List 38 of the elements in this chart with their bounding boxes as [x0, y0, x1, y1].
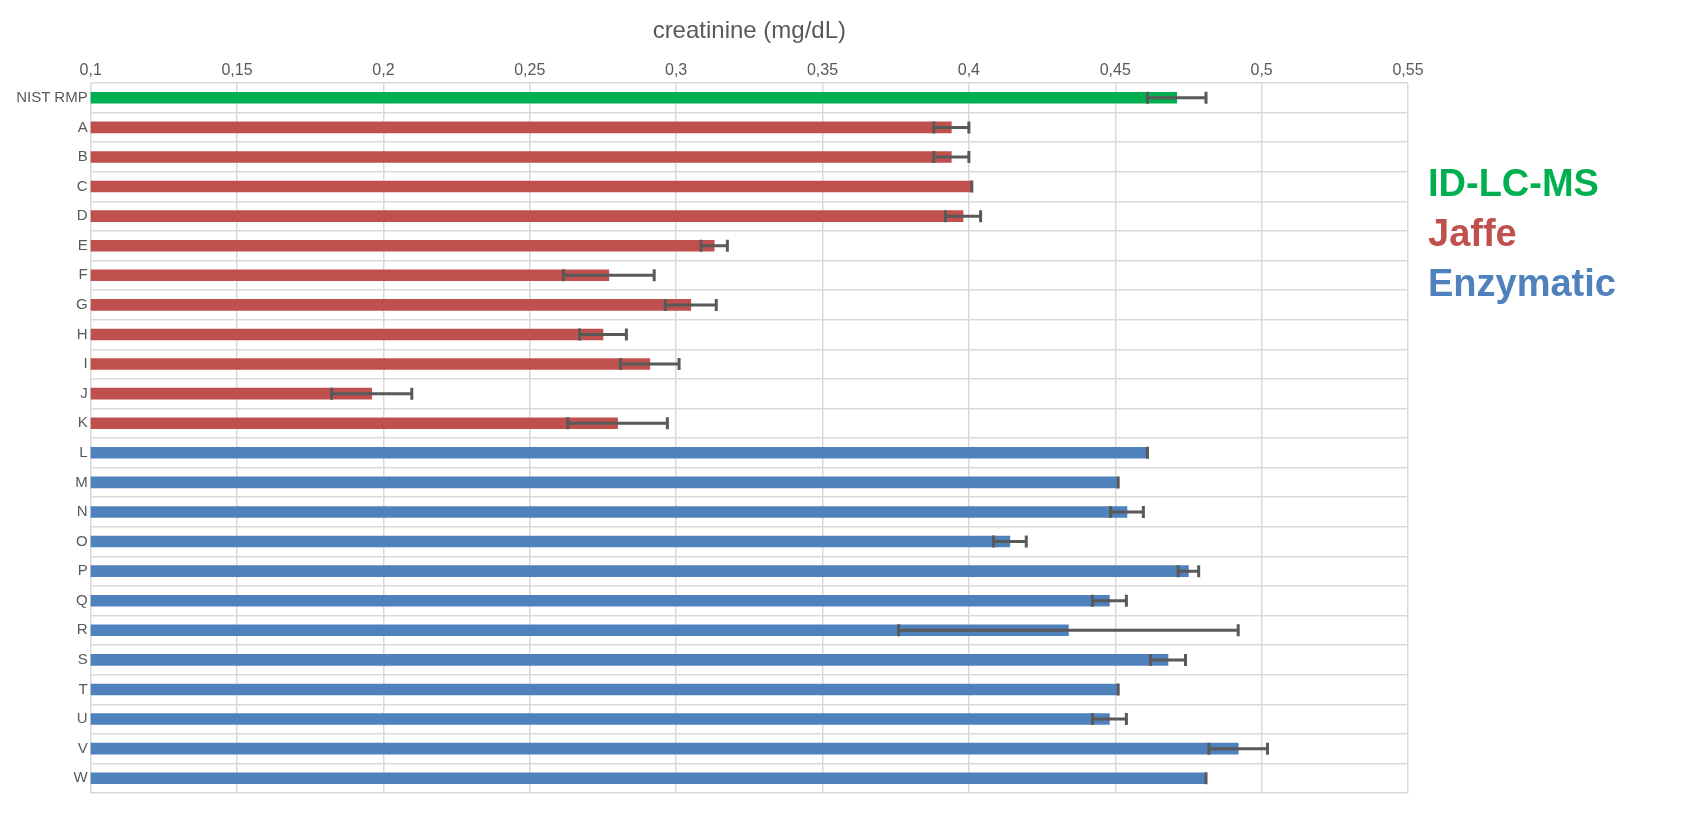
y-tick-label: O [76, 531, 88, 549]
x-tick-label: 0,4 [957, 60, 981, 78]
y-tick-label: P [77, 561, 88, 579]
y-tick-label: I [83, 354, 88, 372]
x-tick-label: 0,25 [514, 60, 546, 78]
y-tick-label: J [80, 383, 88, 401]
y-tick-label: N [76, 502, 88, 520]
text: Enzymatic [1428, 261, 1617, 306]
y-tick-label: S [77, 650, 88, 668]
y-tick-label: E [77, 235, 88, 253]
y-tick-label: B [77, 147, 88, 165]
y-tick-label: U [76, 709, 88, 727]
y-tick-label: D [76, 206, 88, 224]
y-tick-label: NIST RMP [16, 87, 88, 105]
x-tick-label: 0,55 [1392, 60, 1424, 78]
y-tick-label: H [76, 324, 88, 342]
x-axis-title: creatinine (mg/dL) [652, 16, 847, 44]
y-tick-label: T [78, 679, 88, 697]
text: Jaffe [1428, 211, 1518, 256]
x-tick-label: 0,5 [1250, 60, 1273, 78]
y-tick-label: Q [76, 590, 88, 608]
y-tick-label: R [76, 620, 88, 638]
y-tick-label: M [75, 472, 88, 490]
text: ID-LC-MS [1428, 161, 1600, 206]
y-tick-label: F [78, 265, 88, 283]
y-tick-label: L [79, 442, 88, 460]
x-tick-label: 0,1 [79, 60, 102, 78]
x-tick-label: 0,35 [806, 60, 839, 78]
y-tick-label: A [77, 117, 88, 135]
y-tick-label: V [77, 738, 88, 756]
x-tick-label: 0,2 [372, 60, 395, 78]
x-tick-label: 0,15 [221, 60, 253, 78]
y-tick-label: G [76, 295, 88, 313]
x-tick-label: 0,3 [665, 60, 688, 78]
x-tick-label: 0,45 [1099, 60, 1131, 78]
y-tick-label: W [73, 768, 89, 786]
y-tick-label: C [76, 176, 88, 194]
y-tick-label: K [77, 413, 88, 431]
